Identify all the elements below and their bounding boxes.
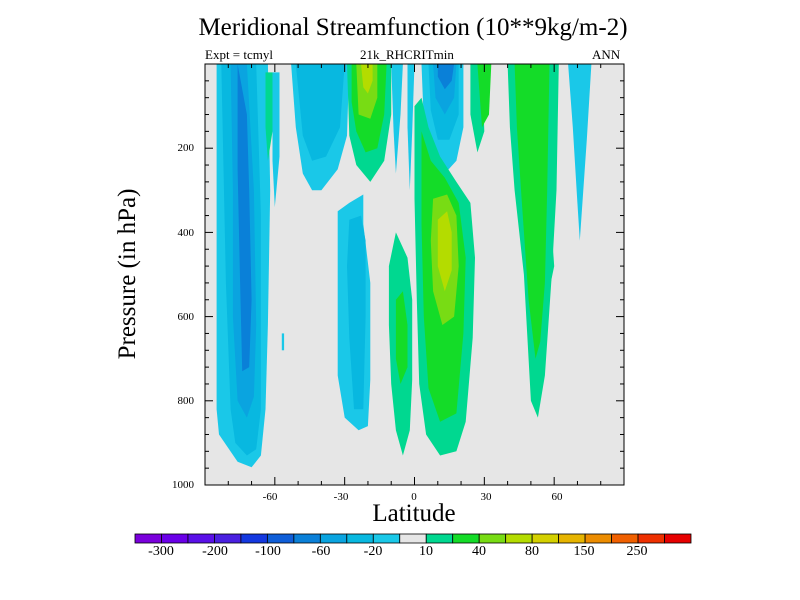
colorbar-swatch (505, 533, 533, 544)
colorbar-label: -300 (148, 544, 174, 559)
run-label: 21k_RHCRITmin (360, 47, 454, 62)
contour-band (568, 64, 592, 241)
colorbar-swatch (531, 533, 560, 544)
colorbar-swatch (214, 533, 242, 544)
colorbar-label: -200 (202, 544, 228, 559)
colorbar-label: -100 (255, 544, 281, 559)
x-tick-label: 60 (551, 491, 563, 503)
x-tick-label: -30 (333, 491, 349, 503)
colorbar-label: 150 (573, 544, 595, 559)
contour-fill-layer (216, 64, 592, 468)
colorbar-swatch (266, 533, 295, 544)
colorbar-swatch (637, 533, 665, 544)
colorbar-label: -20 (363, 544, 383, 559)
colorbar-swatch (319, 533, 348, 544)
colorbar-swatch (240, 533, 268, 544)
contour-band (544, 232, 555, 300)
x-tick-label: 0 (411, 491, 417, 503)
colorbar-swatch (584, 533, 612, 544)
colorbar-swatch (425, 533, 454, 544)
contour-band (237, 64, 252, 372)
colorbar-label: 40 (472, 544, 486, 559)
contour-band (514, 64, 550, 359)
chart-title: Meridional Streamfunction (10**9kg/m-2) (198, 14, 628, 41)
colorbar-label: -60 (311, 544, 331, 559)
y-tick-label: 200 (177, 142, 195, 154)
contour-band (437, 64, 455, 90)
contour-band (281, 333, 285, 351)
contour-band (437, 211, 452, 292)
contour-band (361, 64, 373, 94)
colorbar-swatch (478, 533, 507, 544)
x-tick-label: -60 (262, 491, 278, 503)
contour-band (295, 64, 345, 161)
contour-band (395, 291, 408, 384)
axis-ticks (204, 63, 625, 486)
colorbar-swatch (452, 533, 480, 544)
x-axis-label: Latitude (372, 500, 456, 527)
contour-band (272, 72, 280, 208)
y-tick-label: 600 (177, 311, 195, 323)
y-tick-label: 800 (177, 395, 195, 407)
colorbar-swatch (372, 533, 401, 544)
experiment-label: Expt = tcmyl (205, 47, 273, 62)
colorbar-swatch (664, 533, 692, 544)
colorbar-label: 250 (626, 544, 648, 559)
colorbar-label: 10 (419, 544, 433, 559)
colorbar-swatch (399, 533, 427, 544)
colorbar-swatch (346, 533, 374, 544)
y-tick-label: 400 (177, 227, 195, 239)
colorbar-swatch (293, 533, 321, 544)
colorbar-swatch (611, 533, 639, 544)
colorbar-swatch (558, 533, 586, 544)
contour-band (477, 64, 492, 128)
colorbar-swatch (187, 533, 215, 544)
contour-band (407, 64, 415, 191)
x-tick-label: 30 (480, 491, 492, 503)
contour-band (391, 64, 403, 174)
colorbar-label: 80 (525, 544, 539, 559)
contour-band (347, 215, 366, 410)
colorbar-swatch (161, 533, 189, 544)
contour-band (265, 72, 273, 161)
y-axis-label: Pressure (in hPa) (114, 188, 141, 360)
season-label: ANN (592, 47, 621, 62)
colorbar (134, 533, 692, 544)
colorbar-swatch (134, 533, 162, 544)
y-tick-label: 1000 (172, 479, 194, 491)
